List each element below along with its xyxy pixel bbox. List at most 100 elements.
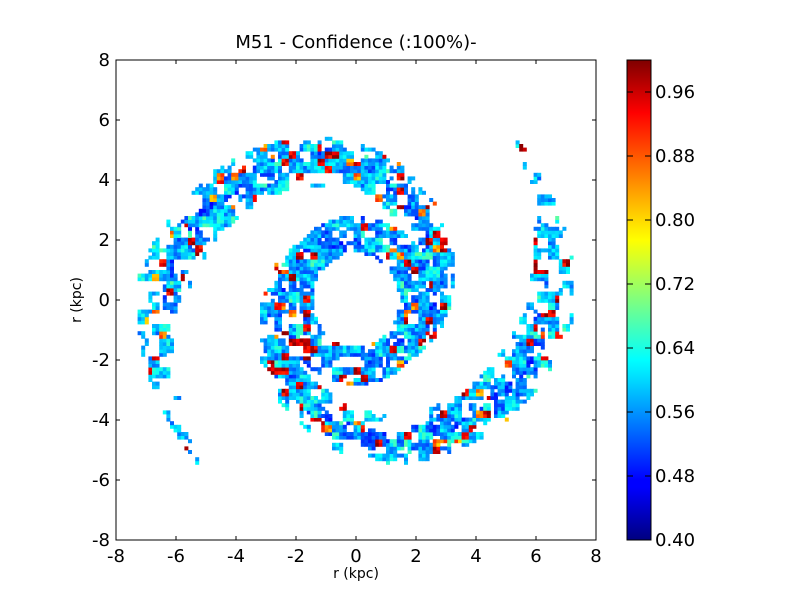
heatmap-cell [443, 424, 448, 429]
heatmap-cell [310, 230, 315, 235]
heatmap-cell [339, 252, 344, 256]
heatmap-cell [202, 237, 207, 242]
heatmap-cell [155, 356, 160, 361]
heatmap-cell [519, 349, 524, 354]
heatmap-cell [256, 154, 261, 159]
x-tick-label: 4 [470, 546, 481, 567]
heatmap-cell [418, 320, 423, 325]
heatmap-cell [389, 165, 394, 170]
heatmap-cell [321, 345, 326, 350]
heatmap-cell [386, 352, 390, 357]
heatmap-cell [281, 295, 286, 300]
heatmap-cell [407, 255, 412, 260]
heatmap-cell [353, 435, 358, 440]
heatmap-cell [537, 295, 542, 300]
heatmap-cell [508, 381, 513, 386]
heatmap-cell [263, 187, 268, 192]
heatmap-cell [375, 237, 380, 242]
heatmap-cell [418, 442, 423, 447]
heatmap-cell [328, 158, 333, 163]
heatmap-cell [317, 345, 322, 350]
heatmap-cell [162, 277, 167, 282]
heatmap-cell [364, 176, 369, 181]
heatmap-cell [342, 352, 347, 357]
heatmap-cell [350, 165, 354, 170]
heatmap-cell [440, 270, 444, 274]
heatmap-cell [155, 244, 160, 249]
heatmap-cell [278, 147, 282, 152]
heatmap-cell [440, 324, 444, 328]
heatmap-cell [310, 273, 315, 278]
heatmap-cell [335, 226, 340, 231]
heatmap-cell [144, 338, 149, 343]
heatmap-cell [396, 255, 401, 260]
heatmap-cell [314, 334, 318, 339]
heatmap-cell [166, 284, 171, 289]
heatmap-cell [288, 331, 293, 336]
heatmap-cell [314, 266, 318, 271]
heatmap-cell [425, 306, 430, 310]
heatmap-cell [224, 208, 228, 213]
heatmap-cell [350, 345, 354, 350]
heatmap-cell [432, 406, 437, 411]
heatmap-cell [540, 342, 545, 346]
heatmap-cell [378, 230, 383, 235]
heatmap-cell [364, 237, 369, 242]
heatmap-cell [396, 309, 401, 314]
heatmap-cell [332, 165, 336, 170]
heatmap-cell [278, 291, 282, 296]
heatmap-cell [411, 352, 416, 357]
heatmap-cell [267, 162, 272, 166]
heatmap-cell [292, 266, 297, 271]
heatmap-cell [137, 316, 142, 321]
heatmap-cell [465, 396, 470, 400]
heatmap-cell [292, 273, 297, 278]
heatmap-cell [292, 302, 297, 307]
heatmap-cell [533, 176, 538, 181]
heatmap-cell [404, 284, 408, 289]
heatmap-cell [303, 147, 308, 152]
heatmap-cell [332, 169, 336, 174]
heatmap-cell [274, 374, 279, 379]
heatmap-cell [533, 277, 538, 282]
x-axis-label: r (kpc) [333, 566, 379, 582]
heatmap-cell [382, 370, 387, 375]
heatmap-cell [270, 183, 275, 188]
heatmap-cell [555, 302, 560, 307]
heatmap-cell [310, 147, 315, 152]
heatmap-cell [393, 334, 398, 339]
heatmap-cell [533, 331, 538, 336]
heatmap-cell [306, 306, 311, 310]
heatmap-cell [562, 327, 567, 332]
heatmap-cell [353, 352, 358, 357]
heatmap-cell [407, 327, 412, 332]
heatmap-cell [213, 169, 218, 174]
heatmap-cell [461, 392, 466, 397]
heatmap-cell [544, 356, 549, 361]
heatmap-cell [472, 406, 477, 411]
heatmap-cell [526, 374, 531, 379]
heatmap-cell [393, 453, 398, 458]
heatmap-cell [447, 442, 452, 447]
heatmap-cell [245, 198, 250, 202]
heatmap-cell [418, 316, 423, 321]
heatmap-cell [321, 241, 326, 246]
heatmap-cell [245, 190, 250, 195]
heatmap-cell [494, 410, 498, 415]
heatmap-cell [141, 334, 146, 339]
heatmap-cell [303, 385, 308, 390]
heatmap-cell [267, 367, 272, 372]
heatmap-cell [314, 255, 318, 260]
heatmap-cell [389, 457, 394, 462]
heatmap-cell [396, 345, 401, 350]
heatmap-cell [378, 349, 383, 354]
heatmap-cell [447, 450, 452, 454]
heatmap-cell [148, 277, 153, 282]
heatmap-cell [386, 201, 390, 206]
heatmap-cell [360, 349, 365, 354]
heatmap-cell [411, 334, 416, 339]
heatmap-cell [526, 349, 531, 354]
heatmap-cell [306, 424, 311, 429]
heatmap-cell [411, 244, 416, 249]
heatmap-cell [566, 259, 570, 264]
